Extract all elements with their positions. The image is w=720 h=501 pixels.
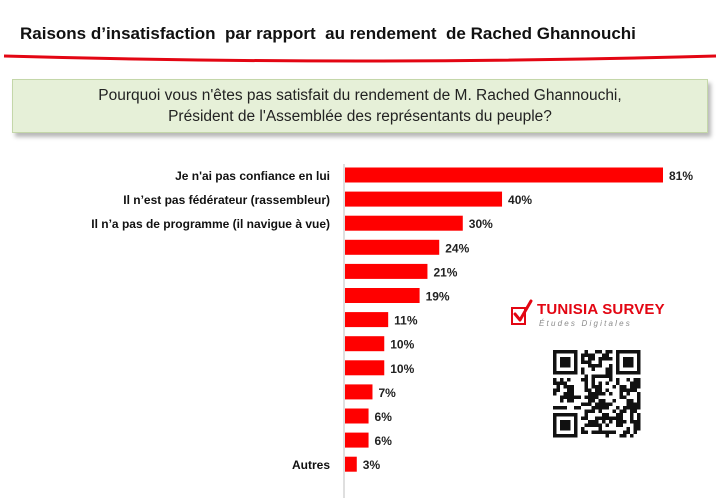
category-label: Il n’est pas fédérateur (rassembleur) xyxy=(123,193,330,207)
question-line-1: Pourquoi vous n'êtes pas satisfait du re… xyxy=(98,87,622,104)
question-line-2: Président de l'Assemblée des représentan… xyxy=(168,108,552,125)
data-label: 11% xyxy=(394,314,418,328)
bar xyxy=(345,191,503,207)
bar xyxy=(345,336,385,352)
checkmark-ballot-icon xyxy=(511,299,533,325)
question-box: Pourquoi vous n'êtes pas satisfait du re… xyxy=(12,79,708,133)
bar xyxy=(345,288,420,303)
chart-title: Raisons d’insatisfaction par rapport au … xyxy=(20,24,636,43)
bar xyxy=(345,215,463,231)
tunisia-survey-logo: TUNISIA SURVEY Études Digitales xyxy=(509,299,665,331)
bar xyxy=(345,408,369,424)
category-label: Il n’a pas de programme (il navigue à vu… xyxy=(91,217,330,231)
bar xyxy=(345,432,369,448)
category-label: Autres xyxy=(292,458,330,472)
data-label: 19% xyxy=(426,290,450,304)
brand-tagline: Études Digitales xyxy=(539,319,633,328)
bar xyxy=(345,456,357,472)
bar xyxy=(345,239,440,255)
data-label: 6% xyxy=(375,410,393,424)
data-label: 24% xyxy=(445,241,469,255)
data-label: 10% xyxy=(390,338,414,352)
title-underline xyxy=(3,54,717,63)
data-label: 30% xyxy=(469,217,493,231)
bar xyxy=(345,263,428,279)
bar xyxy=(345,167,663,183)
bar xyxy=(345,384,373,400)
data-label: 6% xyxy=(375,434,393,448)
data-label: 3% xyxy=(363,458,381,472)
data-label: 40% xyxy=(508,193,532,207)
data-label: 21% xyxy=(433,265,457,279)
data-label: 10% xyxy=(390,362,414,376)
category-label: Je n'ai pas confiance en lui xyxy=(175,169,330,183)
data-label: 81% xyxy=(669,169,693,183)
bar xyxy=(345,360,385,376)
bar-chart: 81% Je n'ai pas confiance en lui 40% Il n’e… xyxy=(91,164,693,498)
bar xyxy=(345,312,389,328)
brand-name: TUNISIA SURVEY xyxy=(537,301,665,318)
data-label: 7% xyxy=(378,386,396,400)
qr-code-icon xyxy=(553,350,642,439)
